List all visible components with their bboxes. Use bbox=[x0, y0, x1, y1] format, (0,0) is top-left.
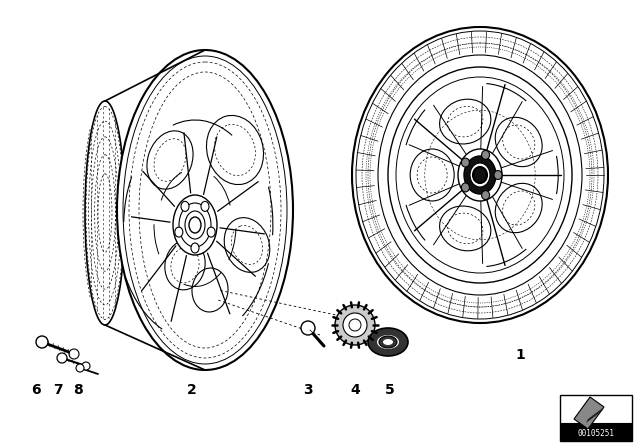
Ellipse shape bbox=[461, 158, 469, 167]
Ellipse shape bbox=[379, 336, 397, 348]
Ellipse shape bbox=[175, 227, 183, 237]
Text: 3: 3 bbox=[303, 383, 313, 397]
Ellipse shape bbox=[396, 77, 564, 273]
Ellipse shape bbox=[76, 364, 84, 372]
Text: 7: 7 bbox=[53, 383, 63, 397]
Ellipse shape bbox=[377, 335, 399, 349]
Ellipse shape bbox=[368, 328, 408, 356]
Ellipse shape bbox=[349, 319, 361, 331]
Text: 6: 6 bbox=[31, 383, 41, 397]
Polygon shape bbox=[574, 397, 604, 429]
Ellipse shape bbox=[173, 195, 217, 255]
Ellipse shape bbox=[464, 156, 496, 194]
Ellipse shape bbox=[69, 349, 79, 359]
Ellipse shape bbox=[481, 190, 490, 200]
Ellipse shape bbox=[179, 203, 211, 247]
Ellipse shape bbox=[494, 171, 502, 180]
Ellipse shape bbox=[181, 202, 189, 211]
Ellipse shape bbox=[185, 211, 205, 239]
Text: 00105251: 00105251 bbox=[577, 428, 614, 438]
Ellipse shape bbox=[117, 50, 293, 370]
Bar bbox=[560, 395, 632, 441]
Ellipse shape bbox=[352, 27, 608, 323]
Ellipse shape bbox=[473, 167, 487, 183]
Polygon shape bbox=[586, 407, 604, 423]
Ellipse shape bbox=[301, 321, 315, 335]
Ellipse shape bbox=[343, 313, 367, 337]
Text: 2: 2 bbox=[187, 383, 197, 397]
Ellipse shape bbox=[207, 227, 215, 237]
Bar bbox=[560, 423, 632, 441]
Ellipse shape bbox=[461, 183, 469, 192]
Ellipse shape bbox=[36, 336, 48, 348]
Text: 1: 1 bbox=[515, 348, 525, 362]
Ellipse shape bbox=[82, 362, 90, 370]
Ellipse shape bbox=[335, 305, 375, 345]
Ellipse shape bbox=[57, 353, 67, 363]
Ellipse shape bbox=[470, 163, 490, 187]
Ellipse shape bbox=[85, 101, 125, 325]
Ellipse shape bbox=[458, 149, 502, 201]
Ellipse shape bbox=[191, 243, 199, 253]
Ellipse shape bbox=[481, 151, 490, 159]
Ellipse shape bbox=[201, 202, 209, 211]
Text: 5: 5 bbox=[385, 383, 395, 397]
Text: 4: 4 bbox=[350, 383, 360, 397]
Text: 8: 8 bbox=[73, 383, 83, 397]
Ellipse shape bbox=[383, 339, 393, 345]
Ellipse shape bbox=[189, 217, 201, 233]
